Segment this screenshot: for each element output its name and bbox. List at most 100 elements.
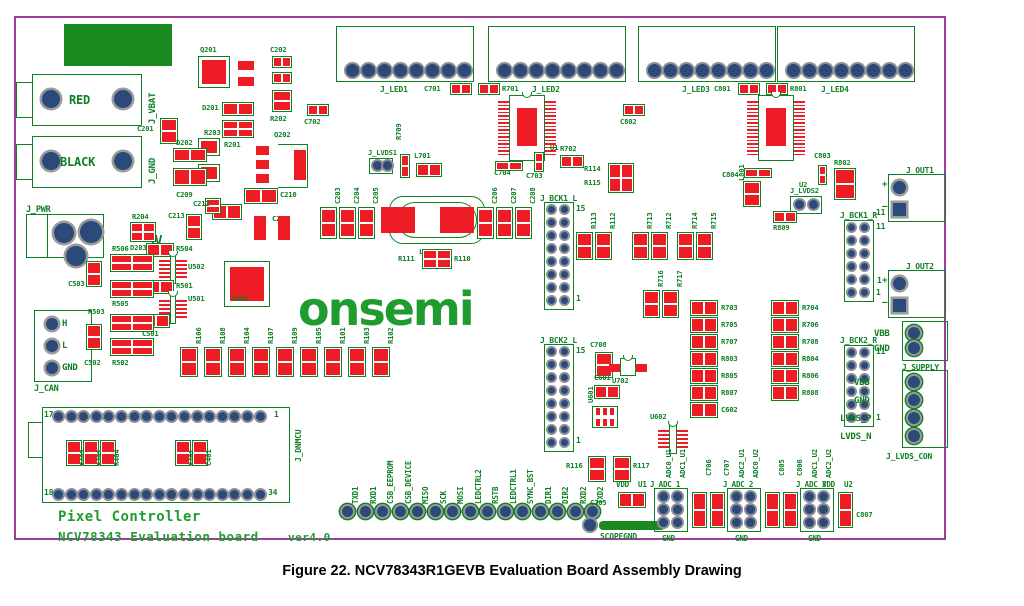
jbck2r-pin [848,362,855,369]
C804-outline [744,168,772,178]
label-U2: U2 [799,180,808,189]
U602-lead-r [677,430,688,433]
R503-pad-3 [112,324,131,330]
C801-pad-b [750,84,759,94]
U1-lead-l [498,108,509,110]
label-R715: R715 [709,212,718,229]
U1-lead-l [498,136,509,138]
C502-pad-a [87,325,101,336]
jdnmcu-pin-top [66,412,76,421]
pcb-board-outline: RED J_VBAT BLACK J_GND J_PWR H L GND J_C… [14,16,948,544]
R809-pad-a [774,212,784,222]
U501-notch [168,291,178,297]
R204-pad-2 [144,224,154,231]
label-U502: U502 [188,262,205,271]
led-conn-pin [883,64,896,77]
C202b-pad-b [283,73,291,83]
label-R505: R505 [112,299,129,308]
jbck1l-pin [548,206,555,213]
R712-pad-a [652,233,667,245]
U1-lead-l [498,146,509,149]
R201-pad-2 [239,122,252,128]
label-C707: C707 [722,459,731,476]
U601-lead-b [603,419,607,426]
label-RXD1: RXD1 [368,486,378,504]
C701-pad-a [451,84,460,94]
label-R110: R110 [454,254,471,263]
led-conn-pin [835,64,848,77]
U702-lead-r [636,366,647,368]
R112-pad-b [596,247,611,259]
led-conn-pin [851,64,864,77]
signal-pin-LEDCTRL1 [499,506,511,517]
jsupply-body [902,370,948,448]
jdnmcu-pin-top [91,412,101,421]
led-conn-pin [787,64,800,77]
R714-pad-a [678,233,693,245]
U2-lead-l [747,129,758,131]
R105-pad-b [301,363,317,376]
R401-pad-a [176,441,190,452]
led-conn-pin [514,64,527,77]
C209-pad-a [174,169,189,185]
label-J_LVDS2: J_LVDS2 [790,186,819,195]
black-terminal-hole-2 [114,152,132,170]
R809-pad-b [786,212,796,222]
L701-pad-a [417,164,428,176]
label-R504: R504 [176,244,193,253]
label-C802: C802 [620,117,637,126]
label-U201: U201 [232,294,249,303]
label-R802: R802 [834,158,851,167]
label-R104: R104 [242,327,251,344]
C801-pad-a [739,84,748,94]
R201-pad-1 [224,122,237,128]
label-C602: C602 [721,405,738,414]
vbbgnd-pin-gnd [908,342,920,354]
U1-lead-l [498,101,509,103]
led-conn-pin [867,64,880,77]
jbck2l-pin [561,400,568,407]
label-J_OUT1: J_OUT1 [906,166,934,175]
led-conn-pin [728,64,741,77]
U602-lead-r [677,446,688,449]
label-R115: R115 [584,178,601,187]
C703-outline [534,152,544,172]
jdnmcu-pin-18: 18 [44,488,54,497]
jbck2r-pin-1: 1 [876,413,881,422]
L701-pad-b [430,164,441,176]
label-ADC1_U1: ADC1_U1 [678,449,687,478]
label-R111: R111 [398,254,415,263]
jbck1l-pin [561,297,568,304]
J_ADC_2-pin [732,492,741,501]
label-vbb-1: VBB [874,329,890,339]
Q201-pad-b [238,61,254,70]
jbck1l-pin [548,297,555,304]
J_ADC_1-pin [673,518,682,527]
led-conn-pin [696,64,709,77]
label-J_DNMCU: J_DNMCU [294,429,303,462]
signal-pin-SCK [429,506,441,517]
R801-pad-b [778,84,787,94]
R709-pad-a [401,155,409,165]
label-J_BCK2_R: J_BCK2_R [840,336,877,345]
R505-pad-1 [112,282,131,288]
jbck2l-pin [548,400,555,407]
J_ADC_3-pin [805,505,814,514]
jdnmcu-pin-top [142,412,152,421]
R107-pad-b [253,363,269,376]
D202-pad-a [174,149,189,161]
label-R117: R117 [633,461,650,470]
jdnmcu-pin-top [230,412,240,421]
R706-pad-a [772,318,784,332]
label-ADC0_U2: ADC0_U2 [751,449,760,478]
R108-pad-a [205,348,221,361]
vbat-label: J_VBAT [148,92,158,124]
Q201-pad [202,60,226,84]
jbck2r-pin [861,349,868,356]
jbck2l-pin [548,348,555,355]
label-adc-gnd-2: GND [735,534,748,543]
jbck1l-pin [561,245,568,252]
J_ADC_1-pin [659,492,668,501]
signal-pin-LEDCTRL2 [464,506,476,517]
